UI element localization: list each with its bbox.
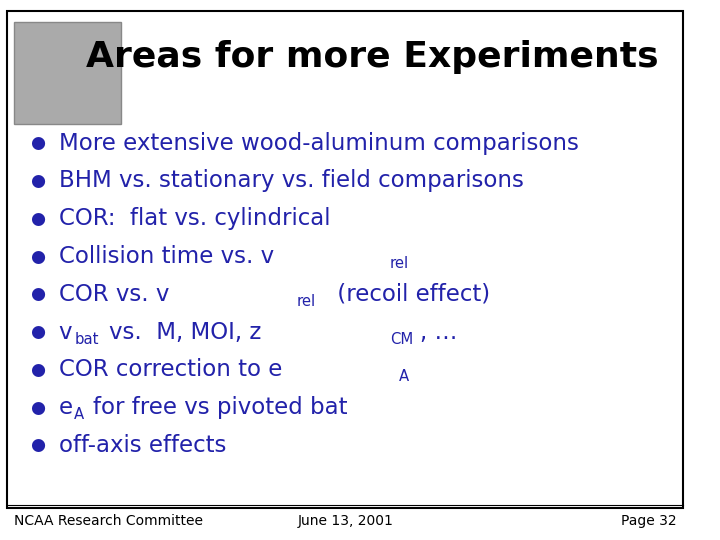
- Text: ●: ●: [30, 247, 45, 266]
- Text: rel: rel: [297, 294, 316, 309]
- Text: ●: ●: [30, 134, 45, 152]
- Text: , …: , …: [420, 321, 457, 343]
- Text: COR correction to e: COR correction to e: [59, 359, 282, 381]
- Text: rel: rel: [390, 256, 409, 271]
- Text: A: A: [74, 407, 84, 422]
- Text: BHM vs. stationary vs. field comparisons: BHM vs. stationary vs. field comparisons: [59, 170, 523, 192]
- Text: Page 32: Page 32: [621, 514, 677, 528]
- Text: Collision time vs. v: Collision time vs. v: [59, 245, 274, 268]
- Text: ●: ●: [30, 210, 45, 228]
- Text: COR vs. v: COR vs. v: [59, 283, 169, 306]
- Text: vs.  M, MOI, z: vs. M, MOI, z: [109, 321, 261, 343]
- Text: COR:  flat vs. cylindrical: COR: flat vs. cylindrical: [59, 207, 330, 230]
- Text: More extensive wood-aluminum comparisons: More extensive wood-aluminum comparisons: [59, 132, 579, 154]
- FancyBboxPatch shape: [7, 11, 683, 508]
- Text: ●: ●: [30, 323, 45, 341]
- FancyBboxPatch shape: [14, 22, 121, 124]
- Text: ●: ●: [30, 285, 45, 303]
- Text: e: e: [59, 396, 73, 419]
- Text: v: v: [59, 321, 72, 343]
- Text: (recoil effect): (recoil effect): [330, 283, 490, 306]
- Text: ●: ●: [30, 399, 45, 417]
- Text: bat: bat: [75, 332, 99, 347]
- Text: for free vs pivoted bat: for free vs pivoted bat: [93, 396, 348, 419]
- Text: ●: ●: [30, 361, 45, 379]
- Text: ●: ●: [30, 172, 45, 190]
- Text: June 13, 2001: June 13, 2001: [297, 514, 393, 528]
- Text: Areas for more Experiments: Areas for more Experiments: [86, 40, 659, 73]
- Text: NCAA Research Committee: NCAA Research Committee: [14, 514, 203, 528]
- Text: ●: ●: [30, 436, 45, 455]
- Text: A: A: [399, 369, 409, 384]
- Text: CM: CM: [390, 332, 413, 347]
- Text: off-axis effects: off-axis effects: [59, 434, 226, 457]
